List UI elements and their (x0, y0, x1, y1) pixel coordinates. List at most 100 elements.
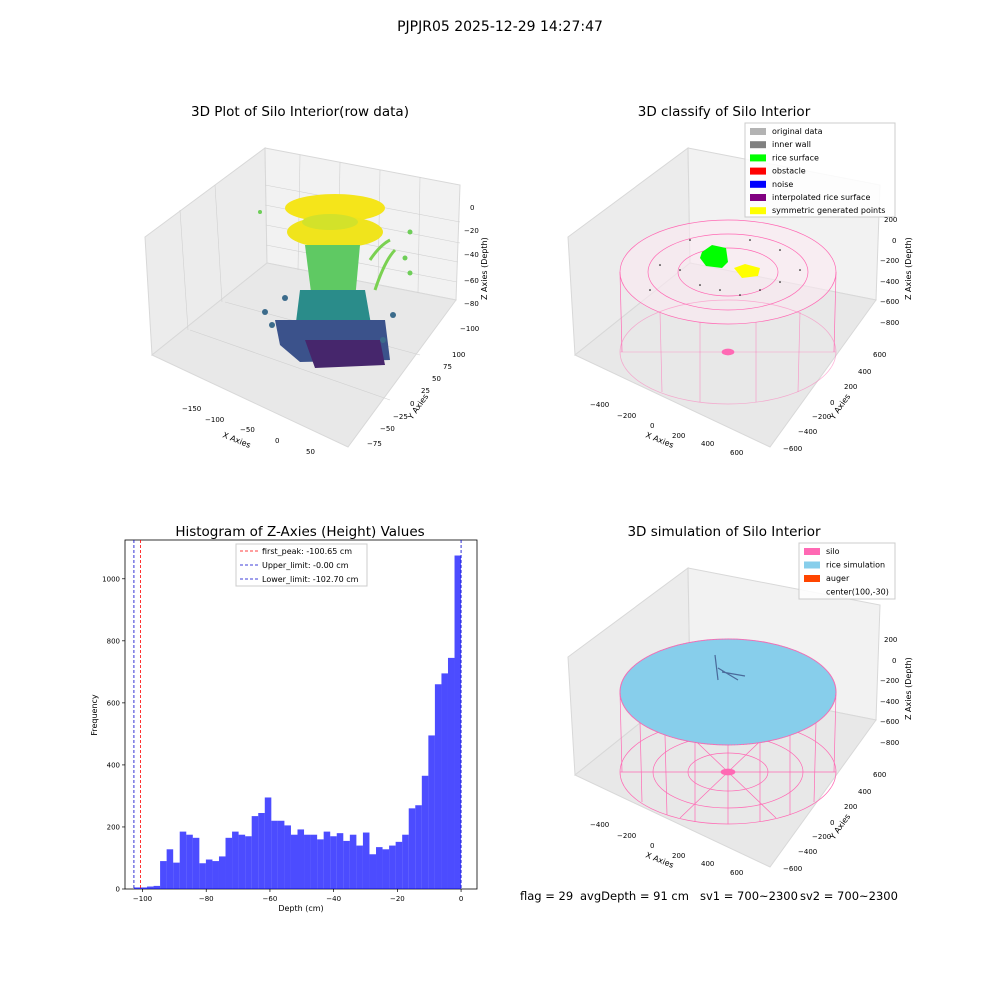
legend-color-swatch (750, 167, 766, 175)
raw-y-ticks: 100 75 50 25 0 −25 −50 −75 (367, 351, 465, 448)
raw-x-tick: −100 (205, 416, 224, 424)
histogram-bar (434, 684, 442, 889)
simulation-x-tick: 0 (650, 842, 654, 850)
raw-x-tick: 50 (306, 448, 315, 456)
classify-x-ticks: −400 −200 0 200 400 600 (590, 401, 743, 457)
histogram-bar (421, 775, 429, 889)
classify-z-tick: 200 (884, 216, 897, 224)
simulation-y-ticks: 600 400 200 0 −200 −400 −600 (783, 771, 886, 873)
classify-z-tick: −200 (880, 257, 899, 265)
legend-color-swatch (750, 194, 766, 201)
status-line: flag = 29 avgDepth = 91 cm sv1 = 700~230… (520, 889, 898, 903)
legend-label: interpolated rice surface (772, 193, 870, 202)
simulation-y-tick: 400 (858, 788, 871, 796)
histogram-y-tick-label: 600 (107, 699, 120, 707)
classify-x-tick: −400 (590, 401, 609, 409)
simulation-x-axis-label: X Axies (644, 851, 675, 870)
raw-y-tick: 75 (443, 363, 452, 371)
histogram-bar (304, 834, 311, 889)
classify-x-tick: −200 (617, 412, 636, 420)
histogram-bar (382, 849, 390, 889)
histogram-x-axis-label: Depth (cm) (278, 904, 323, 913)
legend-color-swatch (804, 548, 820, 555)
raw-z-ticks: 0 −20 −40 −60 −80 −100 (460, 204, 479, 333)
simulation-z-tick: −400 (880, 698, 899, 706)
simulation-y-axis-label: Y Axies (828, 812, 853, 842)
legend-label: first_peak: -100.65 cm (262, 547, 352, 556)
histogram-bar (356, 845, 363, 889)
histogram-bar (454, 555, 462, 889)
histogram-bar (408, 808, 416, 889)
classify-z-axis-label: Z Axies (Depth) (904, 237, 913, 300)
histogram-bar (343, 840, 350, 889)
raw-z-tick: −40 (464, 251, 479, 259)
histogram-bar (415, 805, 422, 889)
histogram-bar (225, 837, 233, 889)
histogram-bar (376, 847, 383, 889)
classify-x-tick: 200 (672, 432, 685, 440)
legend-label: noise (772, 180, 793, 189)
raw-panel-title: 3D Plot of Silo Interior(row data) (191, 104, 409, 120)
histogram-bar (166, 849, 174, 889)
histogram-bar (186, 834, 193, 889)
classify-z-ticks: 200 0 −200 −400 −600 −800 (880, 216, 899, 327)
histogram-x-ticks: −100 −80 −60 −40 −20 0 (133, 889, 463, 903)
histogram-bars (133, 555, 462, 889)
panel-simulation-3d: 3D simulation of Silo Interior (567, 524, 913, 877)
simulation-legend: silo rice simulation auger center(100,-30) (798, 542, 896, 600)
status-flag: flag = 29 (520, 889, 573, 903)
status-sv1: sv1 = 700~2300 (700, 889, 798, 903)
simulation-y-tick: 200 (844, 803, 857, 811)
histogram-x-tick-label: −80 (199, 895, 214, 903)
status-sv2: sv2 = 700~2300 (800, 889, 898, 903)
classify-x-tick: 600 (730, 449, 743, 457)
classify-silo-wireframe (619, 219, 837, 405)
histogram-bar (310, 834, 318, 889)
simulation-x-tick: −400 (590, 821, 609, 829)
classify-y-ticks: 600 400 200 0 −200 −400 −600 (783, 351, 886, 453)
classify-z-tick: −800 (880, 319, 899, 327)
simulation-y-tick: −400 (798, 848, 817, 856)
legend-label: rice simulation (826, 561, 885, 570)
histogram-bar (336, 833, 344, 889)
legend-color-swatch (750, 154, 766, 162)
raw-z-tick: −100 (460, 325, 479, 333)
histogram-bar (395, 841, 403, 889)
classify-y-tick: −400 (798, 428, 817, 436)
histogram-title: Histogram of Z-Axies (Height) Values (175, 524, 424, 540)
histogram-bar (428, 735, 435, 889)
simulation-x-tick: −200 (617, 832, 636, 840)
histogram-bar (323, 831, 331, 889)
classify-z-tick: −400 (880, 278, 899, 286)
histogram-bar (258, 812, 265, 889)
histogram-y-axis-label: Frequency (90, 694, 99, 736)
histogram-bar (160, 861, 167, 889)
histogram-y-tick-label: 1000 (102, 575, 120, 583)
raw-z-tick: −20 (464, 227, 479, 235)
histogram-legend: first_peak: -100.65 cm Upper_limit: -0.00… (235, 543, 368, 587)
legend-label: rice surface (772, 153, 819, 162)
histogram-x-tick-label: −40 (326, 895, 341, 903)
legend-color-swatch (804, 561, 820, 569)
raw-y-tick: −50 (380, 425, 395, 433)
legend-label: original data (772, 127, 823, 136)
raw-z-tick: −80 (464, 300, 479, 308)
simulation-x-tick: 200 (672, 852, 685, 860)
histogram-x-tick-label: −20 (390, 895, 405, 903)
raw-y-tick: −25 (393, 413, 408, 421)
classify-x-tick: 400 (701, 440, 714, 448)
status-avg-depth: avgDepth = 91 cm (580, 889, 689, 903)
simulation-z-tick: −800 (880, 739, 899, 747)
histogram-bar (317, 839, 324, 889)
classify-y-tick: −200 (812, 413, 831, 421)
legend-color-swatch (804, 575, 820, 582)
simulation-z-tick: 200 (884, 636, 897, 644)
classify-y-axis-label: Y Axies (828, 392, 853, 422)
histogram-y-tick-label: 200 (107, 823, 120, 831)
simulation-x-ticks: −400 −200 0 200 400 600 (590, 821, 743, 877)
histogram-bar (277, 820, 285, 889)
raw-y-tick: 25 (421, 387, 430, 395)
histogram-bar (251, 816, 259, 889)
histogram-bar (271, 820, 278, 889)
raw-y-tick: 0 (410, 400, 414, 408)
